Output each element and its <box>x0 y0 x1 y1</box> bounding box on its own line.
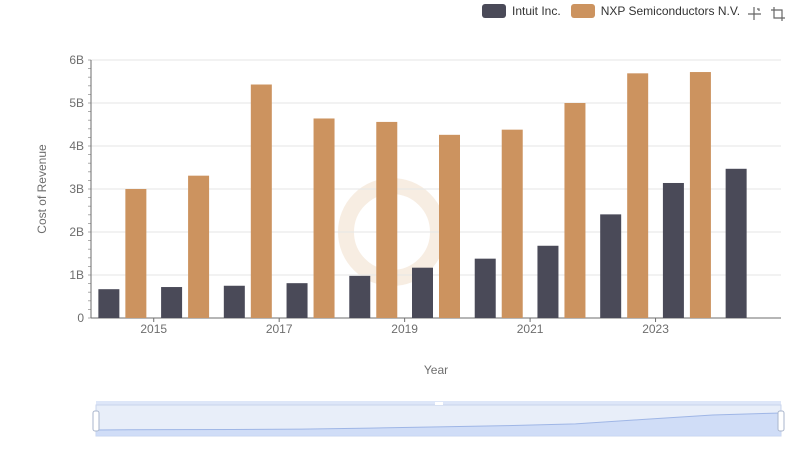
y-tick-label: 3B <box>69 182 84 196</box>
bar-intuit-2016[interactable] <box>223 285 245 318</box>
bar-nxp-2014[interactable] <box>125 189 147 318</box>
legend-swatch-intuit <box>482 4 506 18</box>
zoom-icon[interactable] <box>746 6 762 22</box>
y-tick-label: 6B <box>69 53 84 67</box>
bar-nxp-2021[interactable] <box>564 103 586 318</box>
y-tick-label: 2B <box>69 225 84 239</box>
bar-intuit-2017[interactable] <box>286 283 308 318</box>
legend: Intuit Inc. NXP Semiconductors N.V. <box>482 4 740 18</box>
y-tick-label: 5B <box>69 96 84 110</box>
legend-label-intuit: Intuit Inc. <box>512 4 561 18</box>
x-tick-label: 2015 <box>140 322 167 336</box>
restore-icon[interactable] <box>770 6 786 22</box>
bar-intuit-2023[interactable] <box>662 182 684 318</box>
bar-nxp-2018[interactable] <box>376 121 398 318</box>
bar-nxp-2020[interactable] <box>501 129 523 318</box>
y-axis-title: Cost of Revenue <box>35 144 49 234</box>
bar-intuit-2019[interactable] <box>412 267 433 318</box>
bar-nxp-2022[interactable] <box>627 73 649 318</box>
bar-intuit-2014[interactable] <box>98 289 120 318</box>
bar-intuit-2024[interactable] <box>725 168 747 318</box>
bar-intuit-2018[interactable] <box>349 275 371 318</box>
bar-nxp-2016[interactable] <box>250 84 272 318</box>
y-tick-label: 1B <box>69 268 84 282</box>
y-tick-label: 0 <box>77 311 84 325</box>
legend-item-intuit[interactable]: Intuit Inc. <box>482 4 561 18</box>
datazoom-trend-area <box>96 413 781 436</box>
datazoom-move-grip[interactable] <box>435 402 443 405</box>
legend-swatch-nxp <box>570 4 595 18</box>
y-tick-label: 4B <box>69 139 84 153</box>
legend-label-nxp: NXP Semiconductors N.V. <box>600 4 741 18</box>
x-axis-title: Year <box>423 363 449 377</box>
bar-nxp-2019[interactable] <box>439 134 460 318</box>
bar-intuit-2022[interactable] <box>600 214 622 318</box>
datazoom-trend-line <box>95 412 782 431</box>
x-tick-label: 2023 <box>642 322 669 336</box>
bar-nxp-2017[interactable] <box>313 118 335 318</box>
x-tick-label: 2017 <box>266 322 293 336</box>
toolbox <box>746 6 786 22</box>
bar-intuit-2020[interactable] <box>474 258 496 318</box>
datazoom-handle-left[interactable] <box>92 410 100 432</box>
bar-intuit-2021[interactable] <box>537 245 559 318</box>
bar-nxp-2023[interactable] <box>689 72 711 318</box>
bar-intuit-2015[interactable] <box>161 287 183 318</box>
datazoom-handle-right[interactable] <box>777 410 785 432</box>
legend-item-nxp[interactable]: NXP Semiconductors N.V. <box>570 4 741 18</box>
x-tick-label: 2021 <box>517 322 544 336</box>
bar-nxp-2015[interactable] <box>188 175 210 318</box>
x-tick-label: 2019 <box>391 322 418 336</box>
